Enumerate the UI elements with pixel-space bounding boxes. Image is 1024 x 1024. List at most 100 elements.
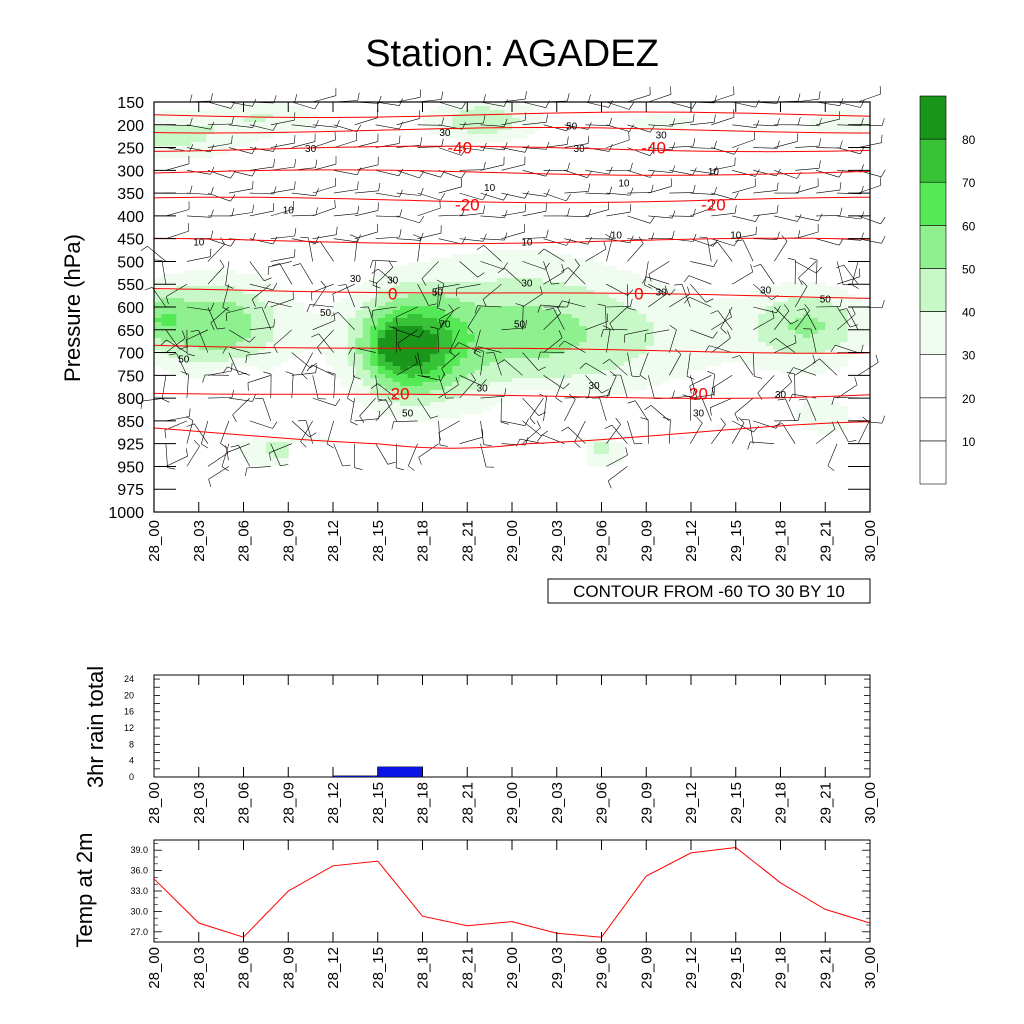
humidity-cell (497, 358, 505, 363)
wind-barb (816, 238, 840, 246)
wind-barb (228, 212, 253, 217)
humidity-cell (437, 334, 446, 339)
humidity-cell (676, 118, 684, 123)
humidity-cell (608, 438, 617, 443)
humidity-cell (154, 126, 162, 131)
humidity-cell (608, 290, 617, 295)
wind-barb-flag (222, 366, 228, 374)
humidity-cell (236, 362, 244, 367)
wind-barb (846, 308, 859, 330)
humidity-cell (191, 374, 200, 379)
wind-barb-flag (682, 394, 691, 398)
humidity-cell (832, 350, 841, 355)
humidity-cell (489, 270, 498, 275)
humidity-cell (855, 118, 863, 123)
humidity-cell (541, 302, 550, 307)
wind-barb-flag (300, 236, 309, 239)
humidity-cell (780, 334, 789, 339)
humidity-cell (534, 330, 543, 335)
wind-barb-flag (231, 135, 233, 144)
humidity-cell (556, 290, 565, 295)
humidity-cell (526, 314, 535, 319)
humidity-cell (474, 286, 483, 291)
humidity-cell (422, 322, 431, 327)
humidity-cell (541, 334, 550, 339)
humidity-cell (437, 318, 446, 323)
wind-barb (606, 211, 631, 217)
humidity-cell (512, 278, 520, 283)
time-tick-label: 29_12 (683, 947, 700, 989)
wind-barb (246, 466, 271, 469)
humidity-cell (504, 382, 513, 387)
pressure-tick-label: 300 (117, 163, 144, 180)
humidity-cell (840, 314, 849, 319)
humidity-cell (810, 318, 819, 323)
humidity-cell (168, 118, 177, 123)
humidity-cell (780, 370, 789, 375)
temp-x-axis: 28_00 28_03 28_06 28_09 28_12 28_15 28_18 28_21… (146, 840, 879, 989)
humidity-cell (161, 142, 170, 147)
humidity-cell (668, 286, 677, 291)
humidity-cell (452, 106, 461, 111)
humidity-cell (855, 342, 863, 347)
humidity-cell (213, 282, 222, 287)
humidity-cell (750, 346, 759, 351)
humidity-cell (370, 338, 379, 343)
humidity-cell (787, 338, 796, 343)
humidity-cell (519, 314, 528, 319)
wind-barb-flag (567, 299, 570, 308)
humidity-cell (355, 386, 364, 391)
wind-barb (606, 139, 630, 148)
humidity-cell (452, 270, 461, 275)
wind-barb-flag (332, 293, 335, 302)
humidity-cell (347, 322, 356, 327)
humidity-cell (847, 302, 856, 307)
humidity-cell (459, 102, 468, 107)
humidity-cell (377, 354, 386, 359)
humidity-cell (452, 350, 461, 355)
humidity-cell (497, 310, 505, 315)
humidity-cell (683, 346, 692, 351)
humidity-cell (340, 302, 349, 307)
humidity-cell (206, 282, 215, 287)
humidity-cell (579, 326, 587, 331)
humidity-cell (221, 298, 229, 303)
humidity-cell (482, 382, 491, 387)
humidity-cell (288, 110, 297, 115)
humidity-cell (467, 354, 476, 359)
humidity-cell (594, 346, 602, 351)
humidity-cell (340, 306, 349, 311)
humidity-cell (400, 382, 408, 387)
humidity-cell (429, 122, 438, 127)
humidity-cell (243, 458, 252, 463)
humidity-cell (288, 314, 297, 319)
wind-barb (312, 139, 336, 148)
humidity-cell (407, 334, 416, 339)
humidity-cell (310, 322, 319, 327)
humidity-cell (295, 350, 304, 355)
humidity-cell (489, 250, 498, 255)
humidity-cell (497, 342, 505, 347)
humidity-cell (571, 306, 580, 311)
humidity-cell (191, 310, 200, 315)
humidity-cell (347, 386, 356, 391)
humidity-cell (586, 390, 595, 395)
humidity-cell (586, 354, 595, 359)
humidity-cell (668, 370, 677, 375)
humidity-cell (504, 330, 513, 335)
humidity-cell (668, 358, 677, 363)
wind-barb-flag (574, 258, 580, 266)
humidity-cell (459, 118, 468, 123)
wind-barb-flag (477, 272, 485, 278)
humidity-cell (497, 322, 505, 327)
humidity-cell (631, 326, 640, 331)
wind-barb-flag (357, 205, 360, 214)
wind-barb-flag (474, 305, 478, 314)
humidity-cell (161, 322, 170, 327)
humidity-cell (347, 350, 356, 355)
humidity-cell (638, 346, 647, 351)
humidity-cell (504, 130, 513, 135)
humidity-cell (601, 318, 610, 323)
humidity-cell (564, 322, 573, 327)
humidity-cell (415, 314, 423, 319)
